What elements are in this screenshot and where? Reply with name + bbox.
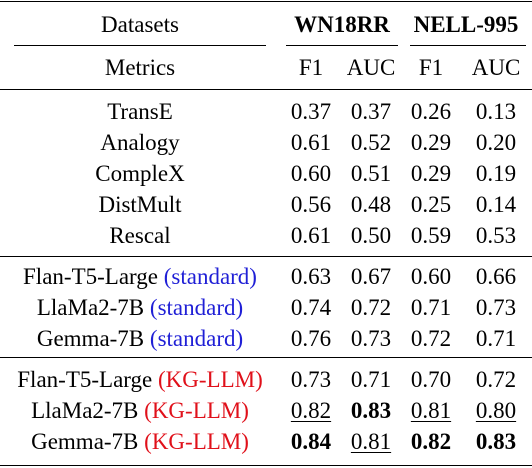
model-name: TransE <box>107 99 173 124</box>
value-cell: 0.72 <box>410 326 452 351</box>
model-name-cell: LlaMa2-7B (standard) <box>37 293 243 323</box>
value-cell: 0.26 <box>410 99 452 124</box>
value-cell: 0.13 <box>475 99 517 124</box>
value-cell: 0.83 <box>350 398 392 423</box>
kg-llm-tag: (KG-LLM) <box>157 367 263 392</box>
value-cell: 0.14 <box>475 192 517 217</box>
standard-tag: (standard) <box>163 264 257 289</box>
value-cell: 0.73 <box>350 326 392 351</box>
value-cell: 0.76 <box>290 326 332 351</box>
value-cell: 0.73 <box>290 367 332 392</box>
group-rule-2 <box>0 357 532 358</box>
top-rule <box>0 1 532 2</box>
wn18rr-underline <box>286 45 398 46</box>
model-name-cell: Flan-T5-Large (KG-LLM) <box>17 365 262 395</box>
header-rule <box>0 89 532 90</box>
value-cell: 0.37 <box>350 99 392 124</box>
metric-col-3: F1 <box>418 55 444 80</box>
model-name: DistMult <box>98 192 182 217</box>
value-cell: 0.29 <box>410 130 452 155</box>
nell995-underline <box>410 45 526 46</box>
value-cell: 0.81 <box>350 429 392 454</box>
model-name: Flan-T5-Large <box>17 367 153 392</box>
value-cell: 0.71 <box>475 326 517 351</box>
metric-col-1: F1 <box>298 55 324 80</box>
value-cell: 0.84 <box>290 429 332 454</box>
value-cell: 0.37 <box>290 99 332 124</box>
value-cell: 0.81 <box>410 398 452 423</box>
value-cell: 0.67 <box>350 264 392 289</box>
value-cell: 0.60 <box>410 264 452 289</box>
model-name: LlaMa2-7B <box>31 398 139 423</box>
model-name: Analogy <box>100 130 180 155</box>
value-cell: 0.71 <box>350 367 392 392</box>
value-cell: 0.80 <box>475 398 517 423</box>
value-cell: 0.72 <box>475 367 517 392</box>
model-name: LlaMa2-7B <box>36 295 145 320</box>
value-cell: 0.53 <box>475 223 517 248</box>
model-name-cell: LlaMa2-7B (KG-LLM) <box>31 396 249 426</box>
value-cell: 0.19 <box>475 161 517 186</box>
value-cell: 0.51 <box>350 161 392 186</box>
standard-tag: (standard) <box>149 295 244 320</box>
kg-llm-tag: (KG-LLM) <box>144 429 249 454</box>
value-cell: 0.61 <box>290 223 332 248</box>
metric-col-2: AUC <box>346 55 396 80</box>
value-cell: 0.73 <box>475 295 517 320</box>
dataset-wn18rr-header: WN18RR <box>294 12 390 37</box>
value-cell: 0.56 <box>290 192 332 217</box>
model-name-cell: Gemma-7B (standard) <box>37 324 243 354</box>
kg-llm-tag: (KG-LLM) <box>144 398 249 423</box>
model-name-cell: Rescal <box>109 221 170 251</box>
model-name-cell: Gemma-7B (KG-LLM) <box>31 427 249 457</box>
model-name-cell: DistMult <box>98 190 181 220</box>
model-name: Gemma-7B <box>31 429 139 454</box>
value-cell: 0.72 <box>350 295 392 320</box>
value-cell: 0.82 <box>410 429 452 454</box>
model-name: Flan-T5-Large <box>23 264 158 289</box>
standard-tag: (standard) <box>149 326 244 351</box>
datasets-header: Datasets <box>101 12 179 37</box>
model-name-cell: Flan-T5-Large (standard) <box>23 262 257 292</box>
value-cell: 0.29 <box>410 161 452 186</box>
model-name: CompleX <box>95 161 185 186</box>
datasets-underline <box>14 45 266 46</box>
metric-col-4: AUC <box>471 55 521 80</box>
metrics-header: Metrics <box>104 55 176 80</box>
model-name-cell: TransE <box>107 97 173 127</box>
model-name: Rescal <box>109 223 171 248</box>
model-name-cell: CompleX <box>95 159 184 189</box>
bottom-rule <box>0 465 532 466</box>
model-name: Gemma-7B <box>36 326 145 351</box>
dataset-nell995-header: NELL-995 <box>413 12 519 37</box>
value-cell: 0.83 <box>475 429 517 454</box>
value-cell: 0.82 <box>290 398 332 423</box>
value-cell: 0.60 <box>290 161 332 186</box>
value-cell: 0.50 <box>350 223 392 248</box>
value-cell: 0.52 <box>350 130 392 155</box>
value-cell: 0.25 <box>410 192 452 217</box>
value-cell: 0.74 <box>290 295 332 320</box>
value-cell: 0.48 <box>350 192 392 217</box>
value-cell: 0.63 <box>290 264 332 289</box>
value-cell: 0.59 <box>410 223 452 248</box>
model-name-cell: Analogy <box>100 128 179 158</box>
group-rule-1 <box>0 256 532 257</box>
value-cell: 0.61 <box>290 130 332 155</box>
value-cell: 0.66 <box>475 264 517 289</box>
value-cell: 0.71 <box>410 295 452 320</box>
value-cell: 0.20 <box>475 130 517 155</box>
value-cell: 0.70 <box>410 367 452 392</box>
